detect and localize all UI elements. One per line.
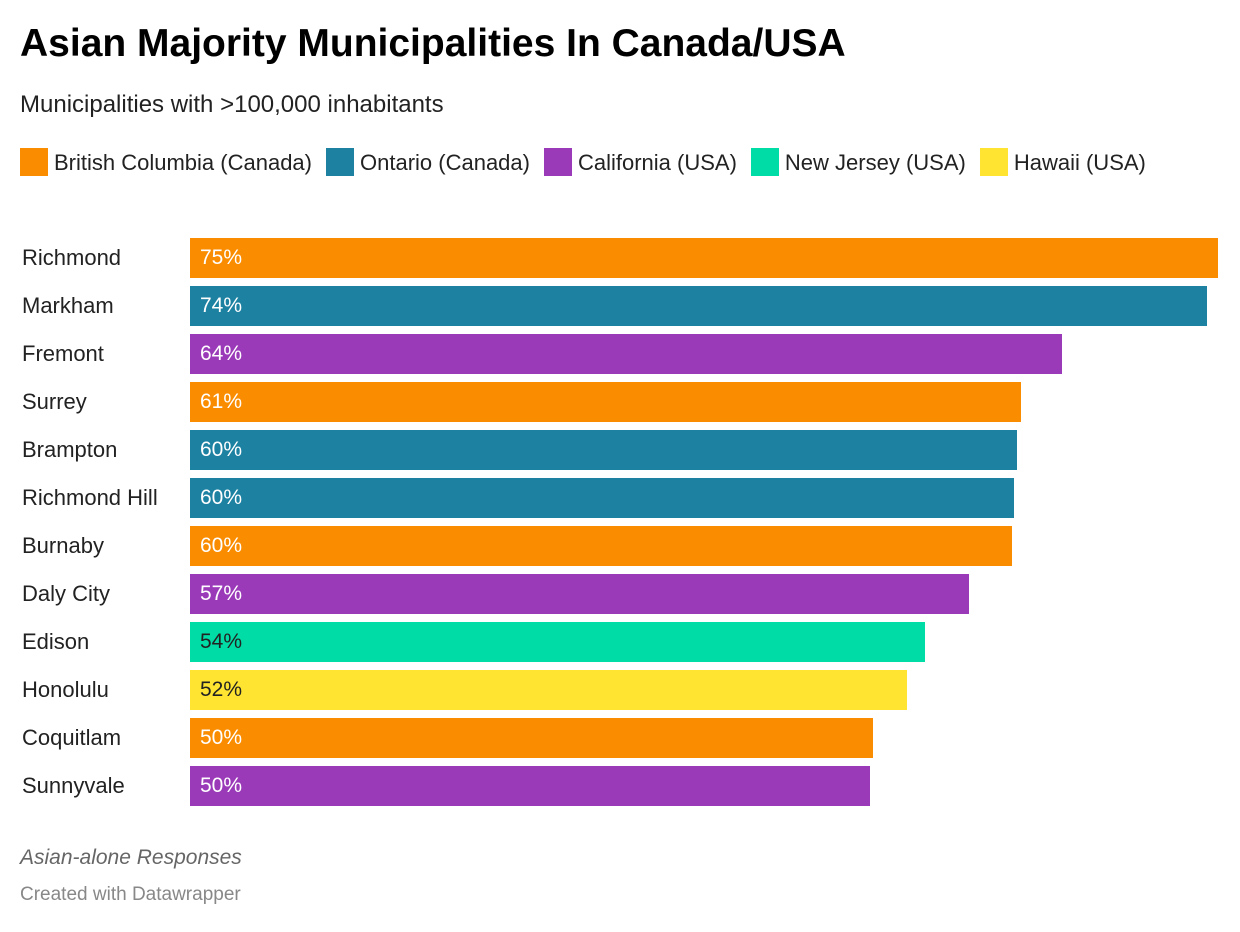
bar [190,574,969,614]
bar-row: Richmond 75% [0,238,1240,278]
legend-swatch [750,148,779,176]
bar [190,382,1021,422]
category-label: Brampton [22,437,118,462]
bar-row: Richmond Hill 60% [0,478,1240,518]
category-label: Sunnyvale [22,773,125,798]
bar-row: Brampton 60% [0,430,1240,470]
category-label: Edison [22,629,90,654]
credit-link[interactable]: Created with Datawrapper [20,884,241,905]
legend-swatch [326,148,354,176]
legend-item: Ontario (Canada) [326,145,530,181]
bar-row: Markham 74% [0,286,1240,326]
bar [190,526,1013,566]
bar-row: Coquitlam 50% [0,718,1240,758]
chart-title: Asian Majority Municipalities In Canada/… [20,22,846,65]
bar [190,238,1218,278]
data-label: 74% [200,294,243,317]
bar-row: Honolulu 52% [0,670,1240,710]
data-label: 60% [200,534,243,557]
data-label: 50% [200,774,243,797]
data-label: 60% [200,438,243,461]
legend-item: New Jersey (USA) [750,145,966,181]
legend-label: Hawaii (USA) [1013,150,1146,175]
category-label: Markham [22,293,114,318]
category-label: Richmond [22,245,122,270]
bar-row: Daly City 57% [0,574,1240,614]
legend-label: Ontario (Canada) [360,150,530,175]
data-label: 64% [200,342,243,365]
category-label: Coquitlam [22,725,122,750]
data-label: 50% [200,726,243,749]
legend-item: Hawaii (USA) [979,145,1146,181]
legend-label: New Jersey (USA) [784,150,966,175]
legend-swatch [20,148,48,176]
data-label: 75% [200,246,243,269]
data-label: 54% [200,630,243,653]
legend: British Columbia (Canada) Ontario (Canada… [20,145,1220,181]
bar [190,670,907,710]
data-label: 60% [200,486,243,509]
chart-note: Asian-alone Responses [20,846,242,869]
category-label: Richmond Hill [22,485,158,510]
data-label: 61% [200,390,243,413]
category-label: Burnaby [22,533,104,558]
legend-swatch [979,148,1008,176]
data-label: 57% [200,582,243,605]
bar [190,478,1014,518]
data-label: 52% [200,678,243,701]
category-label: Honolulu [22,677,109,702]
bar [190,286,1208,326]
legend-label: British Columbia (Canada) [54,150,312,175]
category-label: Surrey [22,389,87,414]
chart-subtitle: Municipalities with >100,000 inhabitants [20,91,444,118]
bar [190,718,873,758]
bar [190,622,925,662]
bar-row: Burnaby 60% [0,526,1240,566]
category-label: Daly City [22,581,111,606]
bar [190,766,870,806]
bar-row: Sunnyvale 50% [0,766,1240,806]
legend-swatch [543,148,572,176]
category-label: Fremont [22,341,104,366]
bar [190,334,1062,374]
bar [190,430,1017,470]
bar-row: Surrey 61% [0,382,1240,422]
bar-row: Edison 54% [0,622,1240,662]
legend-label: California (USA) [577,150,737,175]
legend-item: British Columbia (Canada) [20,145,312,181]
bar-row: Fremont 64% [0,334,1240,374]
legend-item: California (USA) [543,145,737,181]
